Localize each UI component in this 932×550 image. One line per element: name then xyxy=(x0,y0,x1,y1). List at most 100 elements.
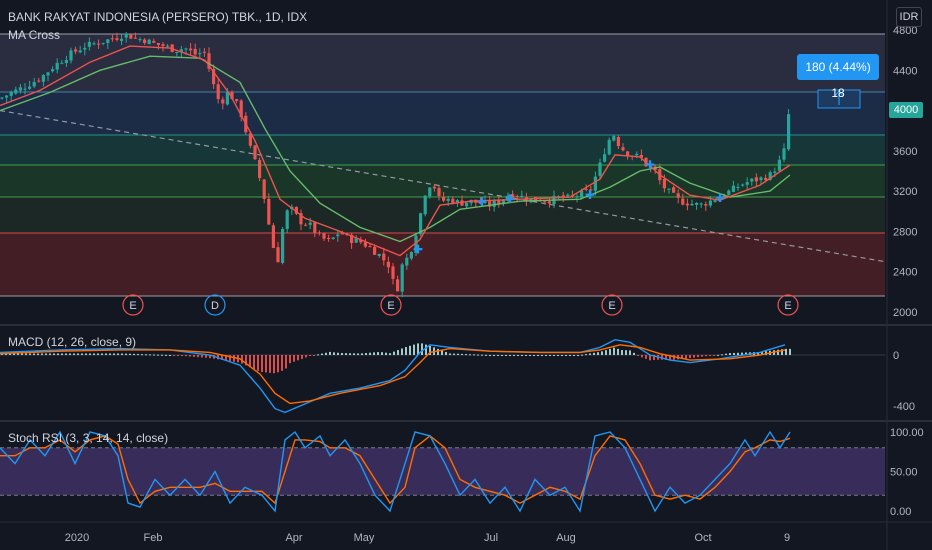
macd-histogram-bar xyxy=(461,353,463,355)
macd-histogram-bar xyxy=(33,353,35,355)
ma-cross-marker: ✚ xyxy=(413,243,423,257)
candle-body xyxy=(294,206,298,214)
candle-body xyxy=(409,252,413,259)
macd-histogram-bar xyxy=(693,355,695,358)
macd-histogram-bar xyxy=(473,354,475,356)
macd-histogram-bar xyxy=(425,344,427,355)
time-tick-label: Jul xyxy=(484,532,498,544)
macd-histogram-bar xyxy=(389,353,391,355)
macd-histogram-bar xyxy=(381,352,383,355)
candle-body xyxy=(455,200,459,203)
macd-histogram-bar xyxy=(361,353,363,355)
candle-body xyxy=(198,53,202,55)
macd-histogram-bar xyxy=(269,355,271,373)
time-tick-label: Apr xyxy=(285,532,302,544)
candle-body xyxy=(405,257,409,266)
macd-histogram-bar xyxy=(573,355,575,356)
time-tick-label: 2020 xyxy=(65,532,89,544)
macd-histogram-bar xyxy=(705,355,707,357)
macd-histogram-bar xyxy=(133,353,135,355)
candle-body xyxy=(156,43,160,45)
macd-histogram-bar xyxy=(9,353,11,355)
macd-histogram-bar xyxy=(373,352,375,355)
candle-body xyxy=(681,198,685,205)
candle-body xyxy=(313,222,317,233)
ma-cross-label[interactable]: MA Cross xyxy=(8,28,61,42)
macd-histogram-bar xyxy=(277,355,279,373)
candle-body xyxy=(216,84,220,100)
candle-body xyxy=(207,53,211,69)
candle-body xyxy=(0,97,4,99)
candle-body xyxy=(626,151,630,156)
macd-histogram-bar xyxy=(417,343,419,355)
candle-body xyxy=(239,100,243,118)
candle-body xyxy=(60,62,64,64)
macd-histogram-bar xyxy=(117,353,119,355)
last-price-badge: 4000 xyxy=(889,102,923,118)
stoch-tick-label: 50.00 xyxy=(890,467,918,479)
candle-body xyxy=(690,203,694,206)
candle-body xyxy=(147,39,151,45)
candle-body xyxy=(354,238,358,243)
macd-histogram-bar xyxy=(209,355,211,359)
candle-body xyxy=(32,82,36,87)
candle-body xyxy=(382,253,386,261)
macd-histogram-bar xyxy=(441,350,443,355)
ma-cross-marker: ✚ xyxy=(585,188,595,202)
candle-body xyxy=(442,196,446,201)
candle-body xyxy=(414,235,418,253)
macd-histogram-bar xyxy=(633,352,635,355)
time-tick-label: 9 xyxy=(784,532,790,544)
candle-body xyxy=(607,139,611,155)
stoch-rsi-title[interactable]: Stoch RSI (3, 3, 14, 14, close) xyxy=(8,431,169,445)
macd-histogram-bar xyxy=(293,355,295,362)
candle-body xyxy=(368,246,372,248)
macd-histogram-bar xyxy=(141,354,143,356)
candle-body xyxy=(83,47,87,50)
macd-histogram-bar xyxy=(581,354,583,356)
candle-body xyxy=(193,48,197,55)
macd-histogram-bar xyxy=(77,353,79,355)
macd-histogram-bar xyxy=(621,350,623,355)
macd-histogram-bar xyxy=(89,353,91,355)
macd-histogram-bar xyxy=(369,352,371,355)
candle-body xyxy=(64,60,68,64)
macd-histogram-bar xyxy=(309,355,311,357)
macd-histogram-bar xyxy=(21,353,23,355)
candle-body xyxy=(106,39,110,44)
macd-histogram-bar xyxy=(173,355,175,356)
currency-badge[interactable]: IDR xyxy=(896,7,922,27)
macd-histogram-bar xyxy=(137,354,139,356)
macd-histogram-bar xyxy=(49,353,51,355)
candle-body xyxy=(566,194,570,197)
macd-histogram-bar xyxy=(613,347,615,355)
candle-body xyxy=(253,145,257,160)
macd-histogram-bar xyxy=(485,354,487,356)
candle-body xyxy=(759,177,763,181)
macd-histogram-bar xyxy=(577,355,579,356)
candle-body xyxy=(152,40,156,43)
macd-histogram-bar xyxy=(57,353,59,355)
candle-body xyxy=(428,187,432,197)
candle-body xyxy=(124,33,128,38)
macd-histogram-bar xyxy=(333,352,335,355)
candle-body xyxy=(138,39,142,41)
candle-body xyxy=(667,188,671,190)
candle-body xyxy=(547,201,551,204)
macd-histogram-bar xyxy=(653,355,655,361)
macd-histogram-bar xyxy=(617,348,619,355)
macd-histogram-bar xyxy=(665,355,667,360)
macd-histogram-bar xyxy=(229,355,231,362)
candle-body xyxy=(74,49,78,52)
candle-body xyxy=(492,200,496,207)
macd-title[interactable]: MACD (12, 26, close, 9) xyxy=(8,335,137,349)
price-tick-label: 3200 xyxy=(893,186,917,198)
macd-histogram-bar xyxy=(645,355,647,359)
candle-body xyxy=(202,51,206,53)
level-zone xyxy=(0,135,885,165)
macd-histogram-bar xyxy=(481,354,483,356)
time-tick-label: Feb xyxy=(144,532,163,544)
candle-body xyxy=(612,135,616,141)
macd-histogram-bar xyxy=(365,353,367,355)
